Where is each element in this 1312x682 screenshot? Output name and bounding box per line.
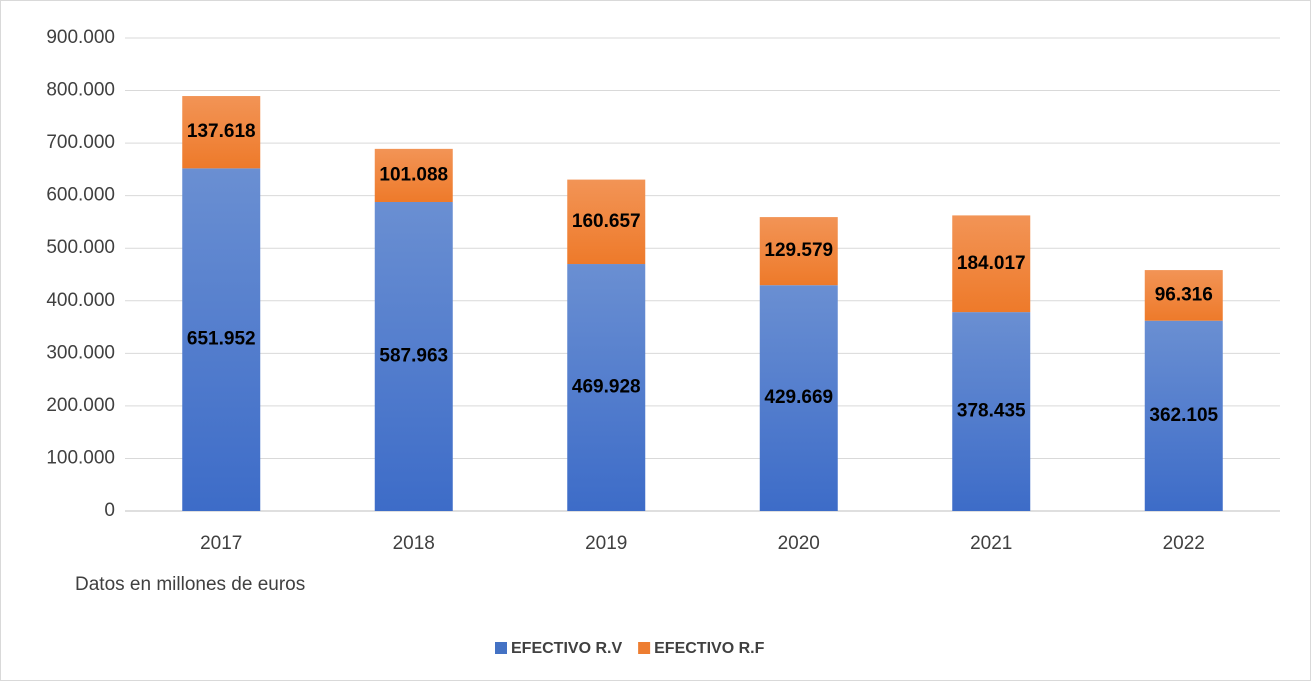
bar-segment bbox=[1144, 270, 1223, 321]
x-tick-label: 2019 bbox=[585, 533, 627, 554]
y-tick-label: 500.000 bbox=[46, 237, 115, 258]
data-label: 160.657 bbox=[572, 211, 641, 232]
y-tick-label: 700.000 bbox=[46, 132, 115, 153]
bar-segment bbox=[374, 201, 453, 511]
data-label: 651.952 bbox=[187, 329, 256, 350]
bar-segment bbox=[952, 312, 1031, 511]
y-tick-label: 800.000 bbox=[46, 80, 115, 101]
bar-segment bbox=[1144, 320, 1223, 511]
x-tick-label: 2017 bbox=[200, 533, 242, 554]
data-label: 101.088 bbox=[379, 164, 448, 185]
y-tick-label: 400.000 bbox=[46, 290, 115, 311]
bar-segment bbox=[374, 148, 453, 202]
y-tick-label: 300.000 bbox=[46, 342, 115, 363]
data-label: 129.579 bbox=[764, 240, 833, 261]
note: Datos en millones de euros bbox=[75, 574, 305, 595]
x-tick-label: 2021 bbox=[970, 533, 1012, 554]
legend-label: EFECTIVO R.V bbox=[511, 640, 622, 657]
y-tick-label: 100.000 bbox=[46, 447, 115, 468]
data-label: 184.017 bbox=[957, 253, 1026, 274]
bar-segment bbox=[759, 217, 838, 286]
bar-segment bbox=[759, 285, 838, 511]
y-tick-label: 0 bbox=[104, 500, 115, 521]
data-label: 587.963 bbox=[379, 346, 448, 367]
x-tick-label: 2022 bbox=[1163, 533, 1205, 554]
bar-segment bbox=[952, 215, 1031, 313]
x-tick-label: 2020 bbox=[778, 533, 820, 554]
data-label: 362.105 bbox=[1149, 405, 1218, 426]
x-tick-label: 2018 bbox=[393, 533, 435, 554]
data-label: 429.669 bbox=[764, 387, 833, 408]
y-tick-label: 900.000 bbox=[46, 27, 115, 48]
bar-segment bbox=[182, 96, 261, 169]
data-label: 96.316 bbox=[1155, 284, 1213, 305]
data-label: 378.435 bbox=[957, 401, 1026, 422]
bar-segment bbox=[182, 168, 261, 511]
data-label: 469.928 bbox=[572, 377, 641, 398]
y-tick-label: 600.000 bbox=[46, 185, 115, 206]
legend-label: EFECTIVO R.F bbox=[654, 640, 764, 657]
legend-swatch bbox=[495, 642, 507, 654]
bar-segment bbox=[567, 179, 646, 265]
y-tick-label: 200.000 bbox=[46, 395, 115, 416]
data-label: 137.618 bbox=[187, 121, 256, 142]
legend-swatch bbox=[638, 642, 651, 654]
bar-segment bbox=[567, 264, 646, 511]
